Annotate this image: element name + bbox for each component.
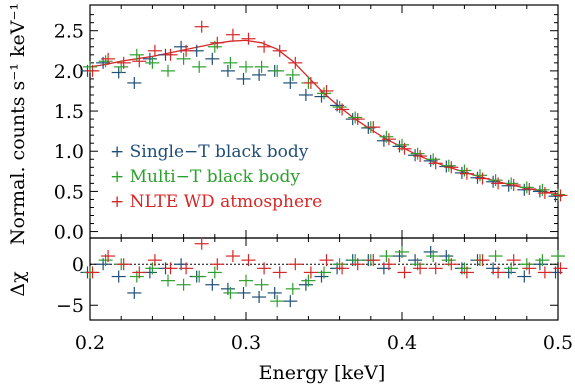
y-tick-label: 0.0 bbox=[54, 222, 84, 244]
series-1 bbox=[82, 40, 566, 201]
y-axis-label-bottom: Δχ bbox=[7, 271, 29, 297]
legend: + Single−T black body + Multi−T black bod… bbox=[110, 142, 322, 212]
legend-entry-2: + NLTE WD atmosphere bbox=[110, 192, 322, 212]
y-tick-label: 2.0 bbox=[54, 61, 84, 83]
y-tick-label: 1.0 bbox=[54, 141, 84, 163]
x-tick-label: 0.4 bbox=[387, 332, 417, 354]
x-tick-label: 0.2 bbox=[75, 332, 105, 354]
x-tick-label: 0.3 bbox=[231, 332, 261, 354]
legend-entry-0: + Single−T black body bbox=[110, 142, 309, 162]
y-axis-label-top: Normal. counts s⁻¹ keV⁻¹ bbox=[7, 3, 29, 245]
legend-entry-1: + Multi−T black body bbox=[110, 167, 300, 187]
x-tick-label: 0.5 bbox=[543, 332, 573, 354]
bottom-panel-frame bbox=[89, 237, 559, 321]
residuals-2 bbox=[85, 237, 568, 279]
x-axis-label: Energy [keV] bbox=[259, 362, 386, 384]
residuals-0 bbox=[80, 245, 563, 308]
residual-tick-label: 0 bbox=[72, 254, 84, 276]
y-tick-label: 2.5 bbox=[54, 21, 84, 43]
bottom-panel: −5 0 bbox=[56, 237, 568, 321]
residuals-1 bbox=[82, 245, 566, 308]
y-tick-label: 1.5 bbox=[54, 101, 84, 123]
series-2 bbox=[85, 20, 568, 202]
y-tick-label: 0.5 bbox=[54, 181, 84, 203]
top-panel: 0.0 0.5 1.0 1.5 2.0 2.5 bbox=[54, 4, 568, 244]
residual-tick-label: −5 bbox=[56, 295, 84, 317]
x-axis: 0.2 0.3 0.4 0.5 bbox=[75, 5, 573, 354]
